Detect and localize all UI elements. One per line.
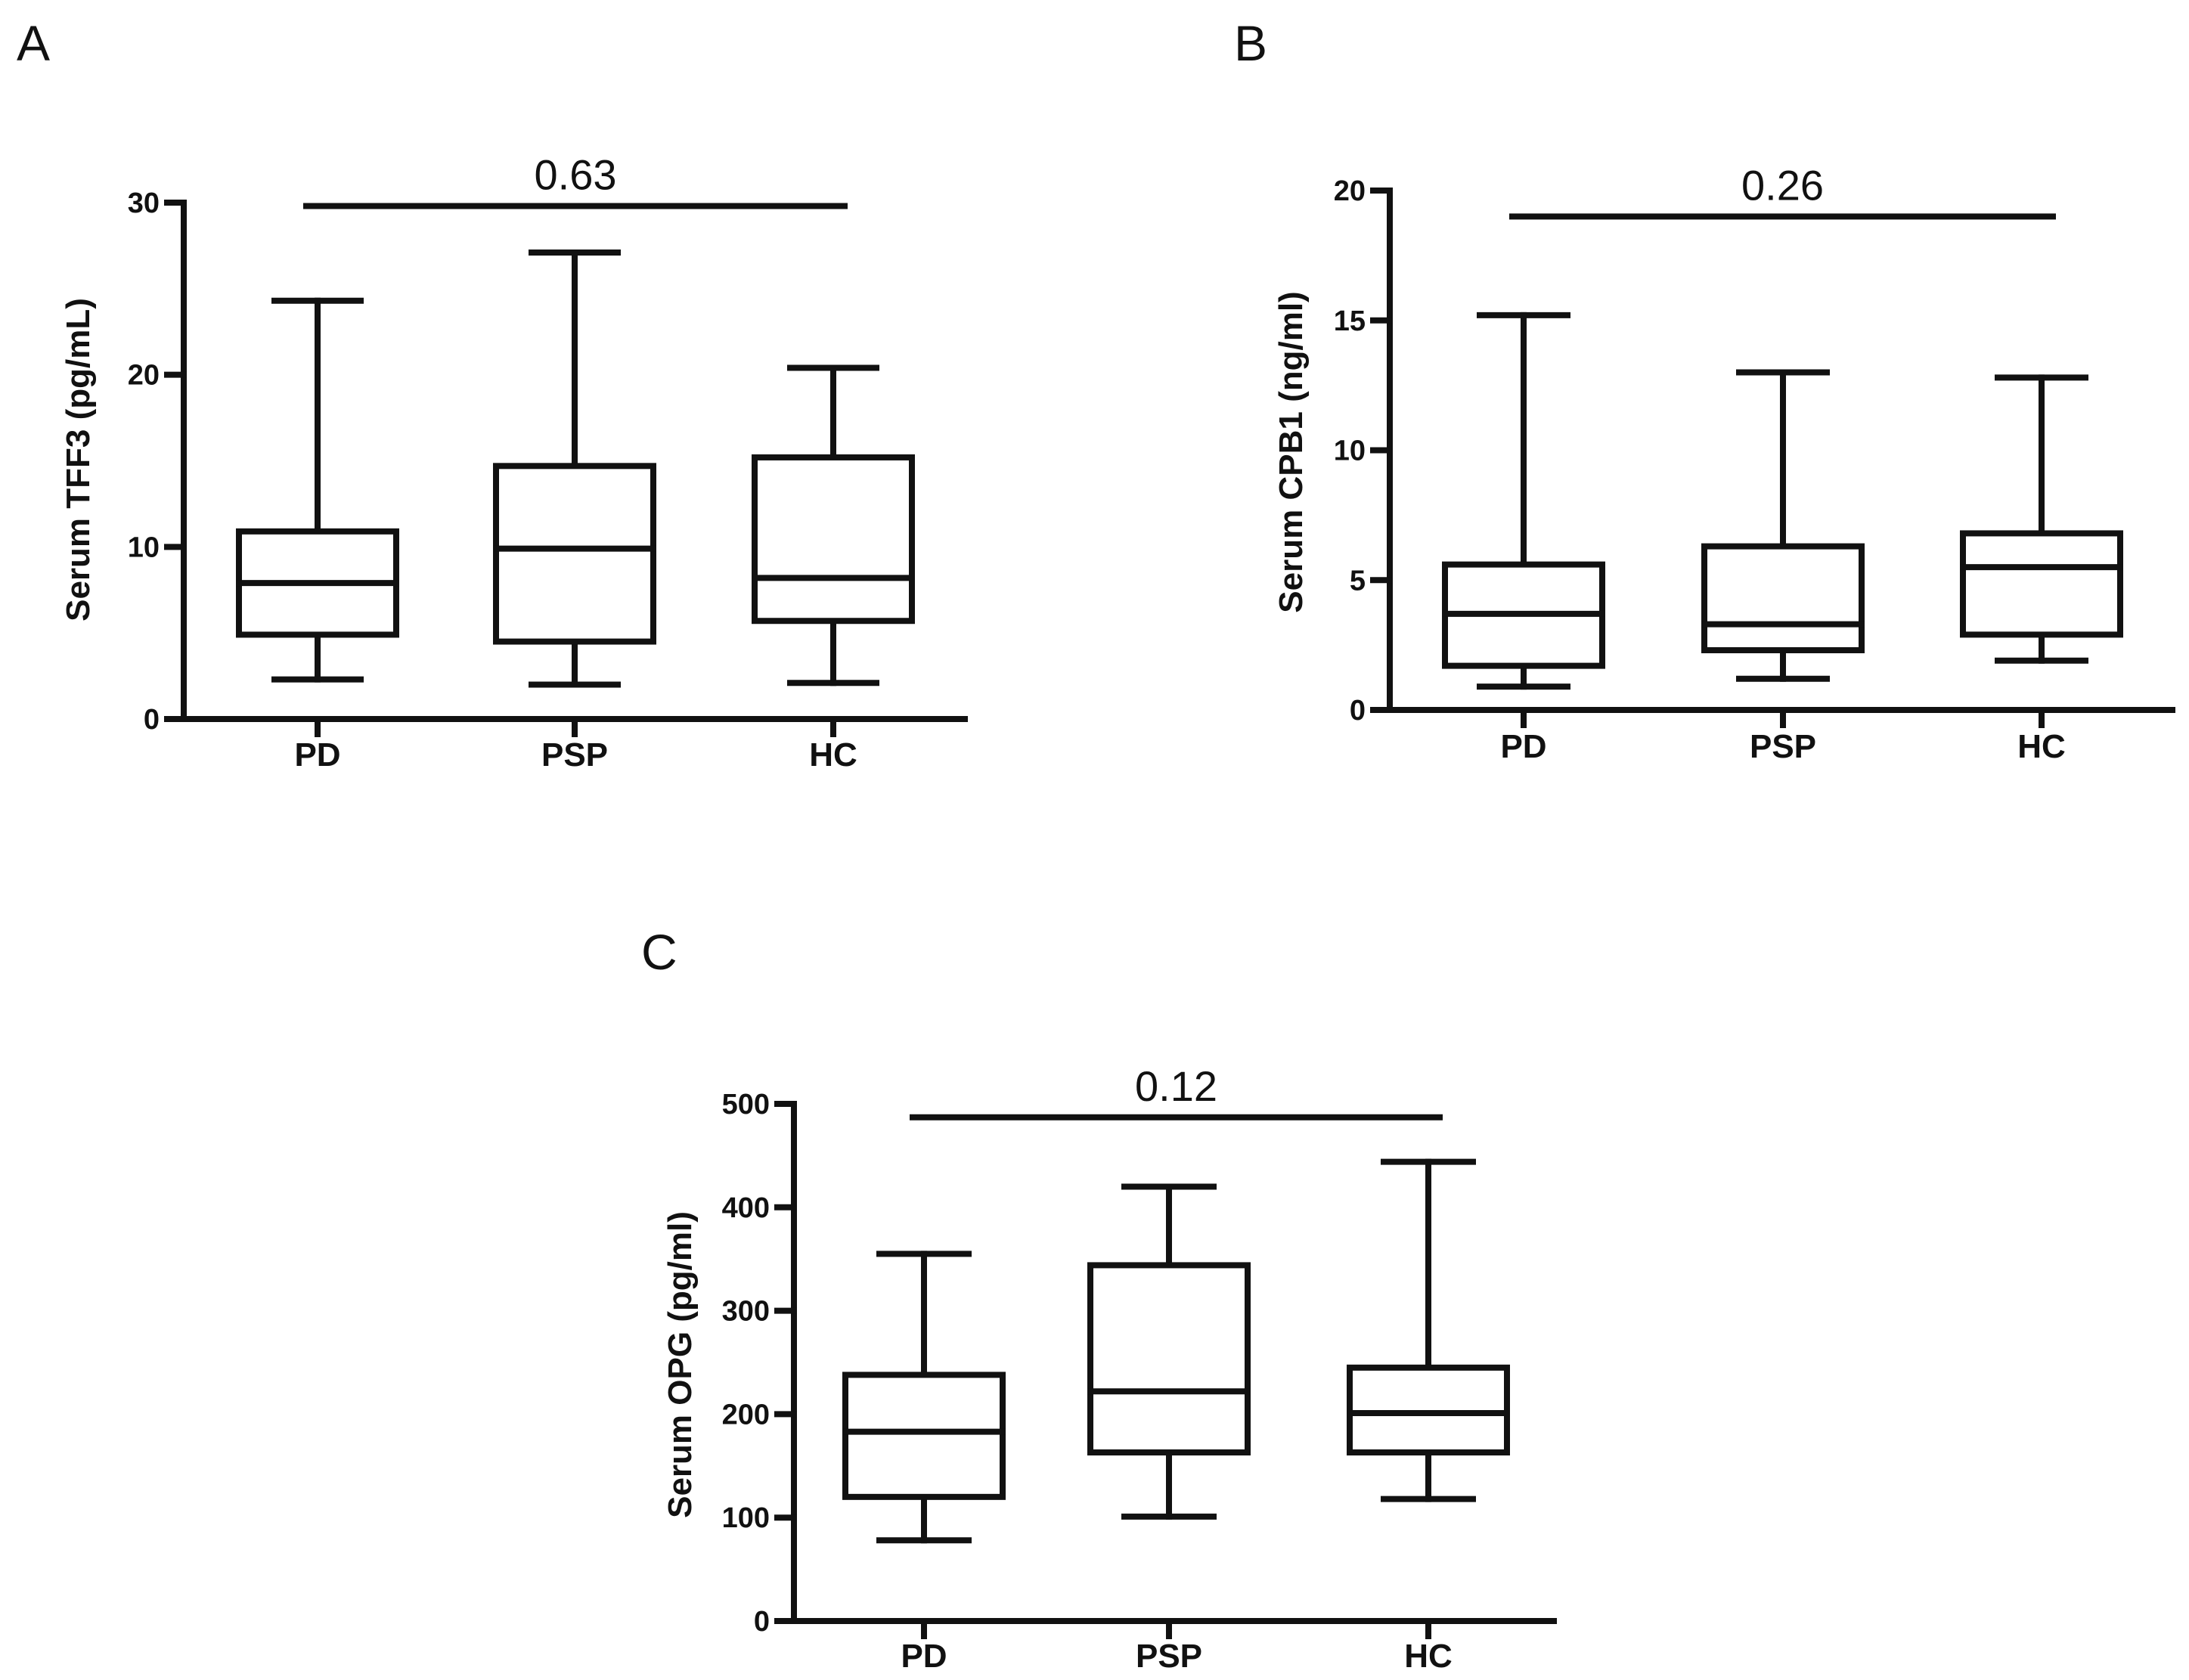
box-hc xyxy=(752,364,915,687)
y-tick-label: 20 xyxy=(1334,175,1366,207)
box-hc xyxy=(1347,1158,1510,1502)
y-tick-label: 10 xyxy=(128,532,160,563)
panel-letter: B xyxy=(1234,15,1267,71)
p-value-label: 0.26 xyxy=(1741,161,1824,209)
p-value-label: 0.63 xyxy=(535,151,617,199)
iqr-box xyxy=(1347,1364,1510,1456)
box-psp xyxy=(1087,1183,1251,1520)
y-axis-title: Serum OPG (pg/ml) xyxy=(662,1211,699,1518)
x-category-label: PD xyxy=(901,1638,947,1675)
y-tick-label: 0 xyxy=(754,1606,770,1638)
x-category-label: HC xyxy=(2017,728,2066,765)
x-category-label: PSP xyxy=(1136,1638,1202,1675)
box-psp xyxy=(1701,369,1865,682)
x-category-label: HC xyxy=(809,736,857,773)
iqr-box xyxy=(842,1372,1006,1500)
y-tick-label: 20 xyxy=(128,360,160,392)
y-tick-label: 200 xyxy=(722,1399,770,1430)
y-tick-label: 0 xyxy=(1350,695,1366,727)
y-tick-label: 300 xyxy=(722,1296,770,1328)
box-pd xyxy=(1442,312,1605,690)
y-tick-label: 15 xyxy=(1334,305,1366,337)
y-tick-label: 100 xyxy=(722,1502,770,1534)
iqr-box xyxy=(1701,543,1865,653)
box-hc xyxy=(1960,374,2123,664)
y-axis-title: Serum CPB1 (ng/ml) xyxy=(1273,291,1310,612)
x-category-label: PD xyxy=(294,736,340,773)
iqr-box xyxy=(1087,1262,1251,1456)
y-axis-title: Serum TFF3 (pg/mL) xyxy=(60,298,97,621)
box-pd xyxy=(842,1251,1006,1544)
x-category-label: PD xyxy=(1500,728,1546,765)
panel-a: A Serum TFF3 (pg/mL) 0 10 20 30 PD PSP HC 0.63 xyxy=(17,15,968,773)
iqr-box xyxy=(1960,530,2123,638)
panel-b: B Serum CPB1 (ng/ml) 0 5 10 15 20 PD PSP HC 0.26 xyxy=(1234,15,2175,765)
y-tick-label: 0 xyxy=(144,704,160,736)
panel-c: C Serum OPG (pg/ml) 0 100 200 300 400 500 PD PS… xyxy=(641,924,1557,1675)
box-pd xyxy=(236,297,399,683)
p-value-label: 0.12 xyxy=(1135,1062,1217,1110)
y-tick-label: 30 xyxy=(128,188,160,219)
iqr-box xyxy=(752,454,915,625)
iqr-box xyxy=(493,463,656,645)
y-tick-label: 5 xyxy=(1350,565,1366,597)
x-category-label: PSP xyxy=(541,736,608,773)
panel-letter: C xyxy=(641,924,677,980)
x-category-label: PSP xyxy=(1750,728,1816,765)
box-psp xyxy=(493,250,656,688)
panel-letter: A xyxy=(17,15,50,71)
y-tick-label: 400 xyxy=(722,1192,770,1224)
y-tick-label: 500 xyxy=(722,1089,770,1121)
y-tick-label: 10 xyxy=(1334,435,1366,467)
x-category-label: HC xyxy=(1404,1638,1453,1675)
